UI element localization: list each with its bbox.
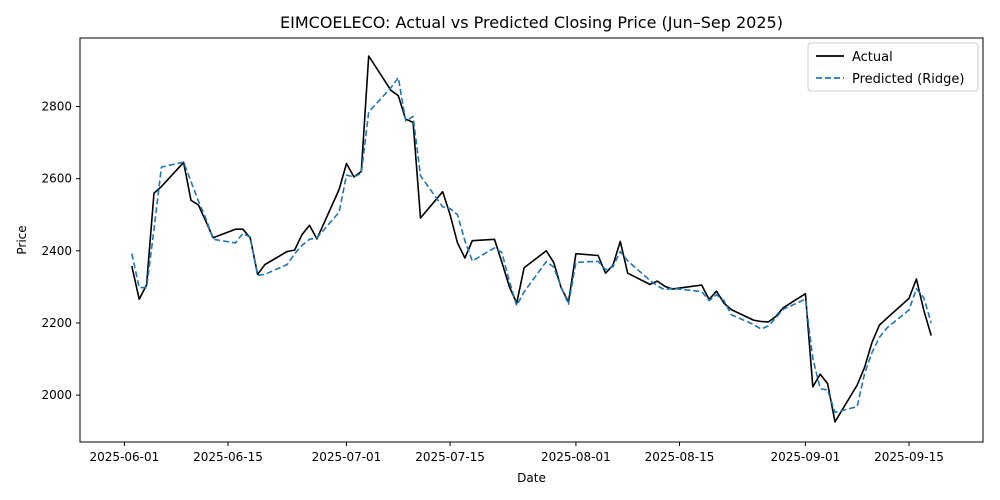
y-tick-label: 2200 [41,316,72,330]
x-tick-label: 2025-06-15 [193,450,263,464]
series-layer [131,55,932,423]
legend-label-actual: Actual [852,50,893,65]
x-axis-title: Date [517,471,546,485]
x-tick-label: 2025-09-15 [874,450,944,464]
y-tick-label: 2600 [41,172,72,186]
y-axis-title: Price [15,225,29,254]
plot-area-frame [79,37,984,443]
y-tick-label: 2000 [41,388,72,402]
x-tick-label: 2025-06-01 [90,450,160,464]
y-tick-label: 2800 [41,100,72,114]
chart-title: EIMCOELECO: Actual vs Predicted Closing … [280,13,783,32]
series-line-predicted [131,76,932,414]
x-tick-label: 2025-08-15 [645,450,715,464]
legend-label-predicted: Predicted (Ridge) [852,72,964,87]
y-axis: 2000 2200 2400 2600 2800 [41,100,80,402]
series-line-actual [131,55,932,423]
x-tick-label: 2025-09-01 [770,450,840,464]
x-axis: 2025-06-01 2025-06-15 2025-07-01 2025-07-15… [90,442,944,464]
x-tick-label: 2025-07-01 [312,450,382,464]
y-tick-label: 2400 [41,244,72,258]
x-tick-label: 2025-08-01 [541,450,611,464]
legend: Actual Predicted (Ridge) [807,42,979,92]
legend-box [807,42,979,92]
x-tick-label: 2025-07-15 [415,450,485,464]
